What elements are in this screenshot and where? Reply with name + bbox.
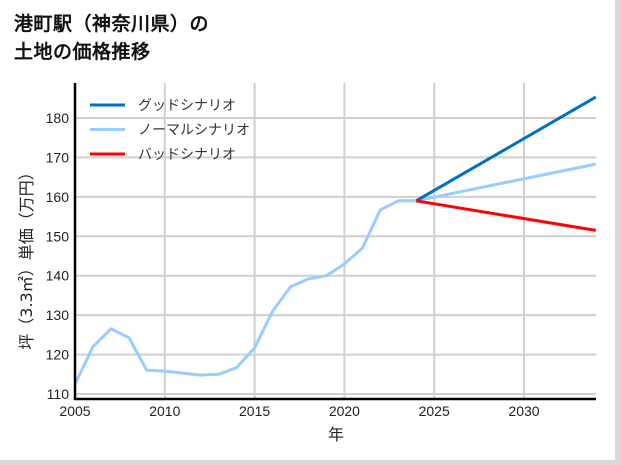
y-tick-label: 120 — [46, 347, 70, 363]
y-tick-label: 180 — [46, 110, 70, 126]
series-line-1 — [73, 162, 597, 385]
grid-lines — [74, 83, 596, 399]
axes — [73, 83, 596, 401]
x-axis-label: 年 — [328, 425, 344, 444]
y-tick-label: 160 — [46, 189, 70, 205]
y-tick-label: 110 — [47, 386, 70, 402]
x-tick-label: 2010 — [149, 403, 180, 419]
chart-title-line2: 土地の価格推移 — [14, 41, 151, 63]
x-tick-label: 2025 — [419, 403, 450, 419]
chart-title: 港町駅（神奈川県）の 土地の価格推移 — [14, 10, 209, 66]
legend-label: ノーマルシナリオ — [138, 123, 250, 139]
chart-card: 港町駅（神奈川県）の 土地の価格推移 — [0, 0, 615, 460]
series-line-2 — [415, 199, 597, 232]
y-axis-label: 坪（3.3㎡）単価（万円） — [17, 164, 36, 349]
y-tick-label: 150 — [46, 228, 70, 244]
x-tick-label: 2020 — [329, 403, 360, 419]
legend-label: バッドシナリオ — [138, 147, 236, 163]
series-line-0 — [415, 95, 597, 203]
x-tick-label: 2005 — [59, 403, 90, 419]
legend-label: グッドシナリオ — [138, 98, 236, 114]
y-tick-label: 140 — [46, 268, 70, 284]
tick-labels: 2005 2010 2015 2020 2025 2030 110 120 130 140 150 1… — [46, 110, 540, 419]
y-tick-label: 170 — [46, 149, 70, 165]
x-tick-label: 2030 — [508, 403, 539, 419]
y-tick-label: 130 — [46, 307, 70, 323]
x-tick-label: 2015 — [239, 403, 270, 419]
chart-title-line1: 港町駅（神奈川県）の — [14, 13, 210, 35]
series-lines — [73, 95, 597, 385]
